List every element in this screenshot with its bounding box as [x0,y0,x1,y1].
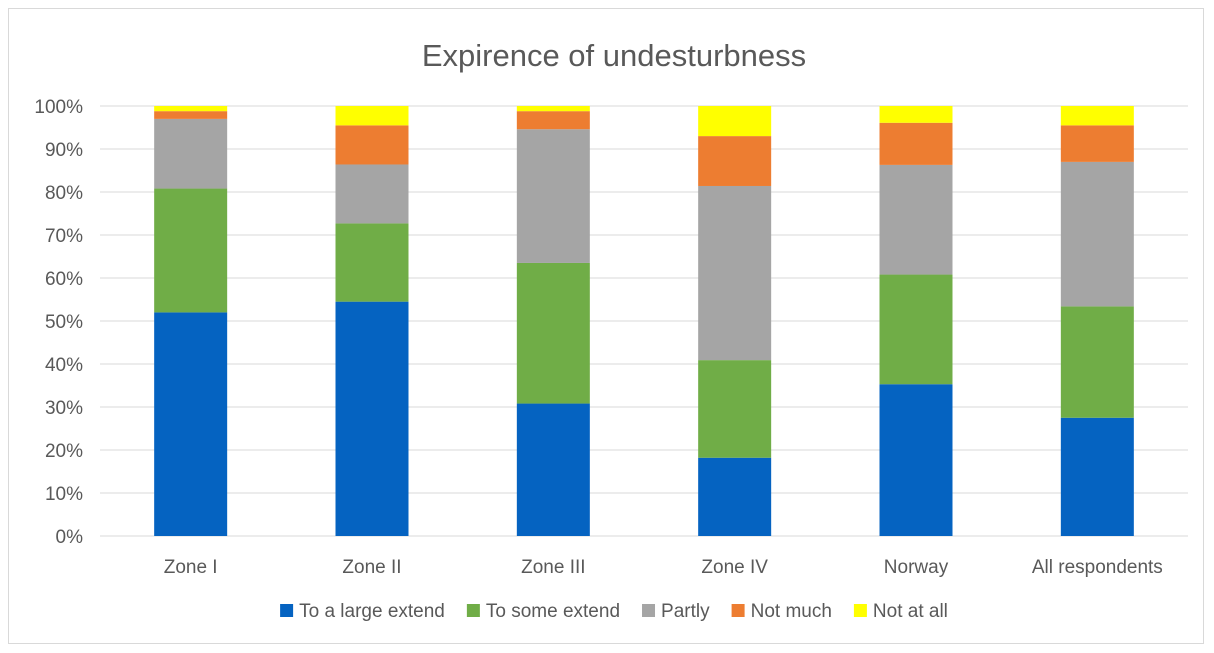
x-tick-label: Zone II [342,557,401,578]
x-tick-label: Zone I [164,557,218,578]
bar-segment [698,457,772,536]
y-tick-label: 60% [45,269,83,290]
legend-label: Not at all [873,601,948,622]
x-axis-ticks: Zone I Zone II Zone III Zone IV Norway All re… [164,557,1163,578]
legend-swatch [466,604,480,617]
bar-segment [335,106,409,126]
bar-segment [335,164,409,224]
bar-segment [1060,125,1134,162]
bar-segment [335,125,409,165]
bar-segment [1060,161,1134,307]
chart-title: Expirence of undesturbness [422,38,806,73]
legend-item: To some extend [466,601,620,622]
bar-segment [879,274,953,385]
bar-segment [516,111,590,130]
bar-segment [1060,306,1134,418]
x-tick-label: All respondents [1032,557,1163,578]
bar-segment [1060,106,1134,126]
bar-segment [154,312,228,536]
bar-segment [879,164,953,275]
y-tick-label: 10% [45,484,83,505]
bars [154,106,1134,536]
legend-label: To some extend [486,601,620,622]
bar-segment [335,301,409,536]
bar-segment [516,403,590,536]
legend-item: Not at all [853,601,948,622]
legend-label: Partly [661,601,710,622]
y-tick-label: 90% [45,140,83,161]
gridlines [100,105,1188,537]
legend-swatch [853,604,867,617]
x-tick-label: Zone III [521,557,585,578]
bar-segment [154,111,228,119]
bar-segment [154,118,228,189]
y-axis-ticks: 0% 10% 20% 30% 40% 50% 60% 70% 80% 90% 100% [34,97,83,548]
legend-label: To a large extend [299,601,445,622]
y-tick-label: 30% [45,398,83,419]
bar-segment [879,384,953,536]
bar-segment [698,185,772,361]
legend-swatch [731,604,745,617]
legend-label: Not much [751,601,832,622]
y-tick-label: 0% [56,527,84,548]
bar-segment [698,360,772,458]
y-tick-label: 70% [45,226,83,247]
y-tick-label: 40% [45,355,83,376]
legend: To a large extend To some extend Partly Not… [280,601,948,622]
legend-item: Partly [642,601,710,622]
legend-swatch [642,604,656,617]
y-tick-label: 20% [45,441,83,462]
legend-item: To a large extend [280,601,445,622]
x-tick-label: Zone IV [701,557,768,578]
bar-segment [1060,417,1134,536]
bar-segment [154,188,228,313]
bar-segment [879,122,953,165]
legend-item: Not much [731,601,832,622]
bar-segment [516,262,590,404]
bar-segment [516,129,590,263]
legend-swatch [280,604,294,617]
bar-segment [154,106,228,112]
bar-segment [698,106,772,137]
y-tick-label: 80% [45,183,83,204]
bar-segment [879,106,953,123]
bar-segment [516,106,590,112]
y-tick-label: 100% [34,97,83,118]
y-tick-label: 50% [45,312,83,333]
bar-segment [335,223,409,302]
x-tick-label: Norway [884,557,949,578]
bar-segment [698,136,772,186]
